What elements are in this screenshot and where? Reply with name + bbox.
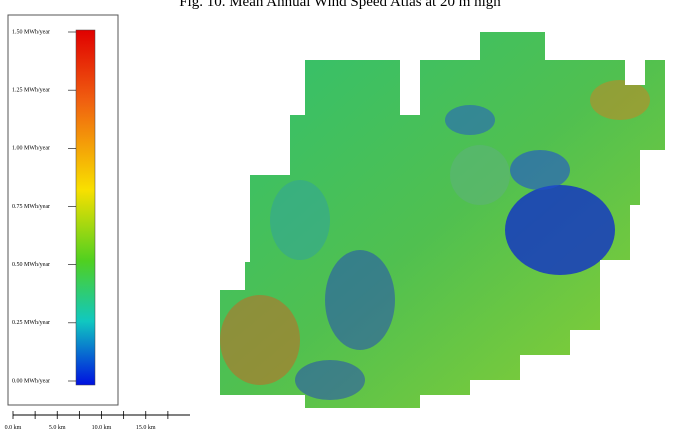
figure-title: Fig. 10. Mean Annual Wind Speed Atlas at…	[179, 0, 501, 10]
scale-label: 10.0 km	[92, 425, 112, 431]
scale-bar: 0.0 km 5.0 km 10.0 km 15.0 km	[5, 411, 190, 431]
legend-label: 1.25 MWh/year	[12, 88, 50, 94]
legend-label: 1.50 MWh/year	[12, 29, 50, 35]
legend-label: 0.75 MWh/year	[12, 204, 50, 210]
legend-label: 0.25 MWh/year	[12, 320, 50, 326]
legend-label: 0.50 MWh/year	[12, 262, 50, 268]
scale-label: 15.0 km	[136, 425, 156, 431]
figure: Fig. 10. Mean Annual Wind Speed Atlas at…	[0, 0, 679, 435]
map	[215, 30, 670, 410]
legend-label: 1.00 MWh/year	[12, 146, 50, 152]
scale-label: 5.0 km	[49, 425, 66, 431]
scale-label: 0.0 km	[5, 425, 22, 431]
legend-label: 0.00 MWh/year	[12, 378, 50, 384]
legend: 1.50 MWh/year 1.25 MWh/year 1.00 MWh/year 0…	[8, 15, 118, 405]
